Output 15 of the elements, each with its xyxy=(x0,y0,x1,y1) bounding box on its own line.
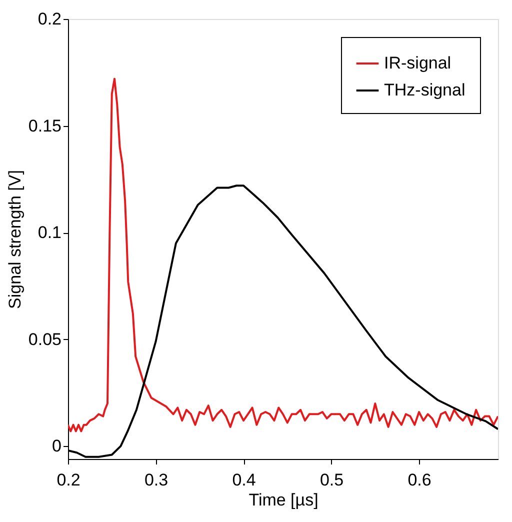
y-tick-label: 0.1 xyxy=(38,223,62,242)
line-series xyxy=(68,78,498,432)
x-tick-label: 0.3 xyxy=(144,470,168,490)
x-tick-label: 0.5 xyxy=(320,470,344,490)
legend-label: THz-signal xyxy=(384,80,466,100)
x-axis-title: Time [µs] xyxy=(248,490,318,510)
x-tick-label: 0.4 xyxy=(232,470,256,490)
y-tick-label: 0.05 xyxy=(28,330,62,349)
y-tick-label: 0 xyxy=(52,436,62,456)
y-tick-label: 0.15 xyxy=(28,116,62,136)
x-tick-label: 0.2 xyxy=(56,470,80,490)
y-tick-label: 0.2 xyxy=(38,10,62,28)
x-tick-label: 0.6 xyxy=(408,470,432,490)
legend-label: IR-signal xyxy=(384,54,452,72)
y-axis-title: Signal strength [V] xyxy=(5,170,24,309)
